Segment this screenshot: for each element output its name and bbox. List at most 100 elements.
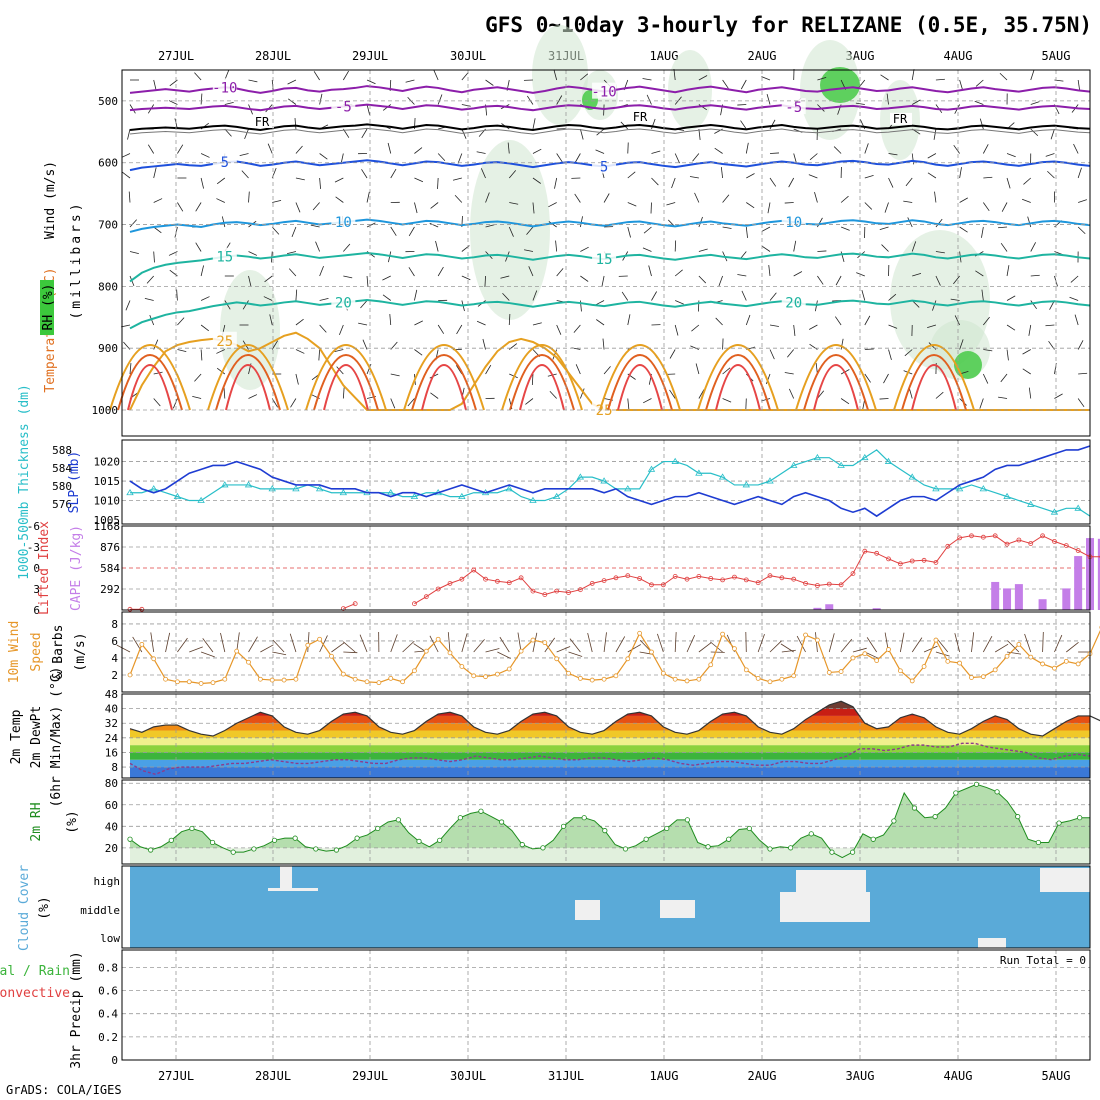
temp-minmax-axis-label: (6hr Min/Max) (°C) (49, 667, 64, 808)
slp-thickness-frame (121, 439, 1091, 525)
precip-axis: 0.8 0.6 0.4 0.2 0 (98, 961, 118, 1067)
bottom-date-label: 3AUG (846, 1069, 875, 1083)
wind-barb (740, 120, 747, 130)
wind-barb (1030, 128, 1039, 137)
cape-axis-label: CAPE (J/kg) (69, 525, 84, 611)
wind-barb-10m (1066, 641, 1079, 653)
cape-bar (1003, 588, 1012, 610)
axis-tick-label: 1168 (94, 520, 121, 533)
wind-barb (177, 349, 187, 352)
wind-speed-point (862, 651, 868, 657)
wind-barb (722, 79, 729, 89)
wind-barb (295, 318, 304, 326)
wind-barb (1006, 295, 1016, 301)
wind-barb-10m (260, 644, 274, 653)
rh-2m-point (973, 781, 980, 787)
rh-2m-point (230, 849, 236, 855)
wind-barb (335, 196, 344, 203)
wind-barb (666, 202, 676, 206)
wind-barb (484, 275, 486, 287)
wind-barb (1077, 398, 1085, 408)
wind-barb (319, 298, 329, 301)
wind-barb (248, 275, 252, 287)
wind-barb (525, 398, 534, 405)
contour-label: 20 (785, 295, 802, 311)
surface-warm-contour (109, 344, 191, 411)
lifted-index-point (945, 543, 951, 549)
wind-speed-point (139, 641, 145, 647)
wind-barb (319, 324, 327, 333)
wind-barb (554, 177, 558, 189)
top-date-axis: 27JUL28JUL29JUL30JUL31JUL1AUG2AUG3AUG4AU… (158, 49, 1071, 63)
wind-speed-point (506, 666, 512, 672)
wind-barb (674, 153, 680, 164)
rh-2m-point (251, 846, 257, 852)
wind-speed-point (909, 678, 915, 684)
precip-panel: 0.8 0.6 0.4 0.2 0 Total / Rain Convective 3h… (0, 949, 1091, 1069)
wind-barb (366, 79, 376, 85)
wind-barb (526, 226, 534, 235)
wind-barb (722, 226, 732, 229)
wind-barb (651, 177, 659, 186)
thickness-marker (268, 485, 276, 492)
wind-speed-point (684, 678, 690, 684)
wind-barb (221, 216, 226, 228)
axis-tick-label: -3 (27, 541, 40, 554)
temp-band (130, 752, 1090, 760)
wind-barb (476, 151, 486, 154)
lifted-index-point (518, 575, 524, 581)
wind-barb (883, 373, 889, 384)
wind-barb (953, 144, 960, 154)
rh-2m-point (891, 818, 897, 824)
rh-2m-point (519, 842, 525, 848)
axis-tick-label: 2 (111, 669, 118, 682)
wind-barb (886, 93, 889, 105)
wind-barb-10m (532, 632, 538, 653)
rh-2m-point (292, 835, 298, 841)
wind-barb (935, 218, 943, 228)
wind-barb (642, 247, 652, 252)
rh-2m-point (1035, 839, 1041, 846)
wind-barb (1077, 226, 1086, 235)
wind-speed-point (779, 676, 785, 682)
cloud-level-axis: high middle low (80, 875, 120, 945)
wind-barb (1028, 324, 1032, 336)
wind-barb (927, 324, 937, 329)
surface-warm-contour (509, 354, 575, 411)
wind-10m-speed-line (127, 625, 1100, 686)
rh-2m-point (375, 825, 381, 832)
wind-barb (904, 349, 913, 357)
rh-2m-axis-label: 2m RH (29, 802, 44, 841)
wind-barb (690, 345, 700, 350)
wind-speed-point (340, 671, 346, 677)
wind-barb (176, 289, 178, 301)
footer-credit: GrADS: COLA/IGES (6, 1083, 122, 1097)
wind-barb (485, 364, 492, 375)
wind-barb (603, 366, 611, 375)
rh-2m-point (932, 814, 938, 820)
wind-barb (263, 296, 273, 301)
axis-tick-label: 800 (98, 280, 118, 293)
cape-bar (813, 607, 822, 610)
axis-tick-label: 1010 (94, 495, 121, 508)
wind-barb (200, 324, 209, 332)
wind-speed-point (495, 671, 500, 677)
wind-barb-10m (517, 632, 522, 653)
wind-speed-point (554, 656, 560, 662)
wind-barb (200, 177, 204, 189)
wind-barb-10m (603, 632, 607, 653)
temp-band (130, 767, 1090, 778)
wind-barb (295, 373, 299, 385)
lifted-index-point (1075, 548, 1081, 553)
rh-2m-point (209, 839, 216, 846)
thickness-marker (742, 481, 751, 488)
temp-dewpt-lines (129, 700, 1100, 776)
wind-barb (769, 119, 776, 130)
wind-speed-point (435, 636, 441, 642)
rh-2m-line (127, 781, 1090, 859)
lifted-index-point (340, 606, 346, 611)
wind-barb (979, 398, 984, 409)
wind-barb (621, 291, 629, 301)
bottom-date-label: 5AUG (1042, 1069, 1071, 1083)
rh-shade-blob (220, 270, 280, 390)
